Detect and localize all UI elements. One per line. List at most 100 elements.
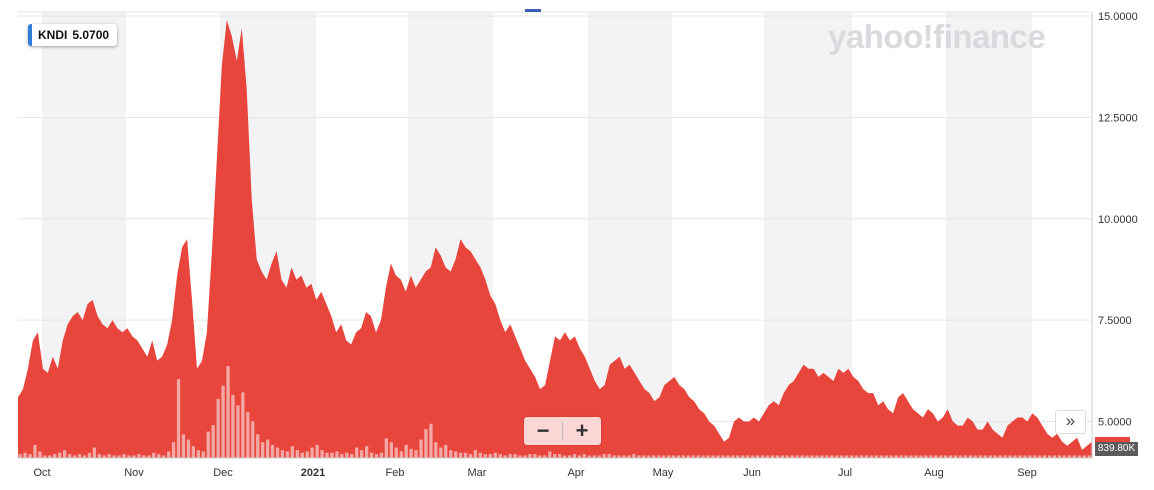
volume-bar xyxy=(132,455,136,458)
volume-bar xyxy=(300,452,304,458)
volume-bar xyxy=(270,444,275,458)
volume-bar xyxy=(632,454,636,458)
x-tick-label: Apr xyxy=(567,467,584,479)
x-tick-label: Aug xyxy=(924,467,944,479)
volume-bar xyxy=(459,452,463,458)
y-tick-label: 5.0000 xyxy=(1098,417,1132,429)
volume-bar xyxy=(681,455,685,458)
volume-bar xyxy=(666,455,671,458)
volume-bar xyxy=(1043,455,1047,458)
volume-bar xyxy=(815,455,819,458)
x-tick-label: Oct xyxy=(33,467,50,479)
volume-bar xyxy=(731,455,735,458)
volume-bar xyxy=(1028,455,1032,458)
volume-bar xyxy=(236,405,240,458)
zoom-control: − + xyxy=(524,417,601,445)
volume-bar xyxy=(384,438,388,458)
volume-bar xyxy=(350,454,354,458)
volume-bar xyxy=(43,455,47,458)
volume-bar xyxy=(944,455,948,458)
volume-bar xyxy=(820,455,824,458)
volume-bar xyxy=(38,451,42,458)
volume-bar xyxy=(602,454,606,458)
volume-bar xyxy=(152,452,156,458)
volume-bar xyxy=(859,455,864,458)
current-price-marker xyxy=(1095,437,1130,445)
volume-bar xyxy=(261,442,265,458)
zoom-in-button[interactable]: + xyxy=(575,418,589,443)
volume-bar xyxy=(904,455,908,458)
volume-bar xyxy=(845,455,849,458)
volume-bar xyxy=(805,455,809,458)
volume-bar xyxy=(523,455,527,458)
volume-bar xyxy=(577,455,582,458)
volume-bar xyxy=(181,434,186,458)
volume-bar xyxy=(1087,455,1091,458)
volume-bar xyxy=(993,455,997,458)
volume-bar xyxy=(77,454,82,458)
volume-bar xyxy=(419,439,423,458)
zoom-out-button[interactable]: − xyxy=(536,418,550,443)
volume-bar xyxy=(973,455,977,458)
zoom-separator xyxy=(562,422,563,440)
volume-bar xyxy=(558,454,562,458)
x-tick-label: Sep xyxy=(1017,467,1037,479)
x-axis: Oct Nov Dec 2021 Feb Mar Apr May Jun Jul Aug Sep xyxy=(18,457,1092,479)
volume-bar xyxy=(879,455,883,458)
volume-bar xyxy=(256,434,260,458)
volume-bar xyxy=(394,447,398,458)
volume-bar xyxy=(176,379,181,458)
expand-chart-button[interactable]: » xyxy=(1055,410,1086,434)
volume-bar xyxy=(780,455,784,458)
volume-bar xyxy=(592,455,596,458)
volume-bar xyxy=(68,454,72,458)
volume-bar xyxy=(1072,455,1076,458)
volume-bar xyxy=(790,455,794,458)
volume-bar xyxy=(953,455,958,458)
volume-bar xyxy=(1077,455,1081,458)
volume-bar xyxy=(998,455,1002,458)
volume-bar xyxy=(340,454,344,458)
volume-bar xyxy=(221,385,225,458)
volume-bar xyxy=(567,455,572,458)
volume-bar xyxy=(48,455,52,458)
volume-bar xyxy=(963,455,968,458)
volume-bar xyxy=(285,451,290,458)
volume-bar xyxy=(958,455,963,458)
volume-bar xyxy=(275,447,280,458)
volume-bar xyxy=(72,455,77,458)
volume-bar xyxy=(92,447,96,458)
volume-bar xyxy=(637,455,641,458)
volume-bar xyxy=(1067,455,1072,458)
volume-bar xyxy=(290,446,294,458)
x-tick-label: Dec xyxy=(213,467,233,479)
volume-bar xyxy=(642,455,646,458)
volume-bar xyxy=(657,455,661,458)
volume-bar xyxy=(627,455,631,458)
x-tick-label: Mar xyxy=(468,467,487,479)
x-tick-label: 2021 xyxy=(301,467,325,479)
volume-bar xyxy=(1082,455,1086,458)
volume-bar xyxy=(211,425,215,458)
volume-bar xyxy=(468,454,473,458)
volume-bar xyxy=(360,450,364,458)
volume-bar xyxy=(1018,455,1022,458)
volume-bar xyxy=(582,454,586,458)
volume-bar xyxy=(622,455,626,458)
volume-bar xyxy=(18,454,22,458)
volume-bar xyxy=(191,446,195,458)
volume-bar xyxy=(305,451,309,458)
range-marker[interactable] xyxy=(525,9,541,12)
volume-bar xyxy=(1033,455,1037,458)
volume-bar xyxy=(241,392,245,458)
y-tick-label: 15.0000 xyxy=(1098,11,1138,23)
volume-bar xyxy=(251,421,255,458)
volume-bar xyxy=(711,455,715,458)
volume-bar xyxy=(429,423,433,458)
volume-badge: 839.80K xyxy=(1095,442,1138,456)
volume-bar xyxy=(216,398,220,458)
volume-bar xyxy=(760,455,765,458)
volume-bar xyxy=(355,447,359,458)
volume-bar xyxy=(434,442,438,458)
